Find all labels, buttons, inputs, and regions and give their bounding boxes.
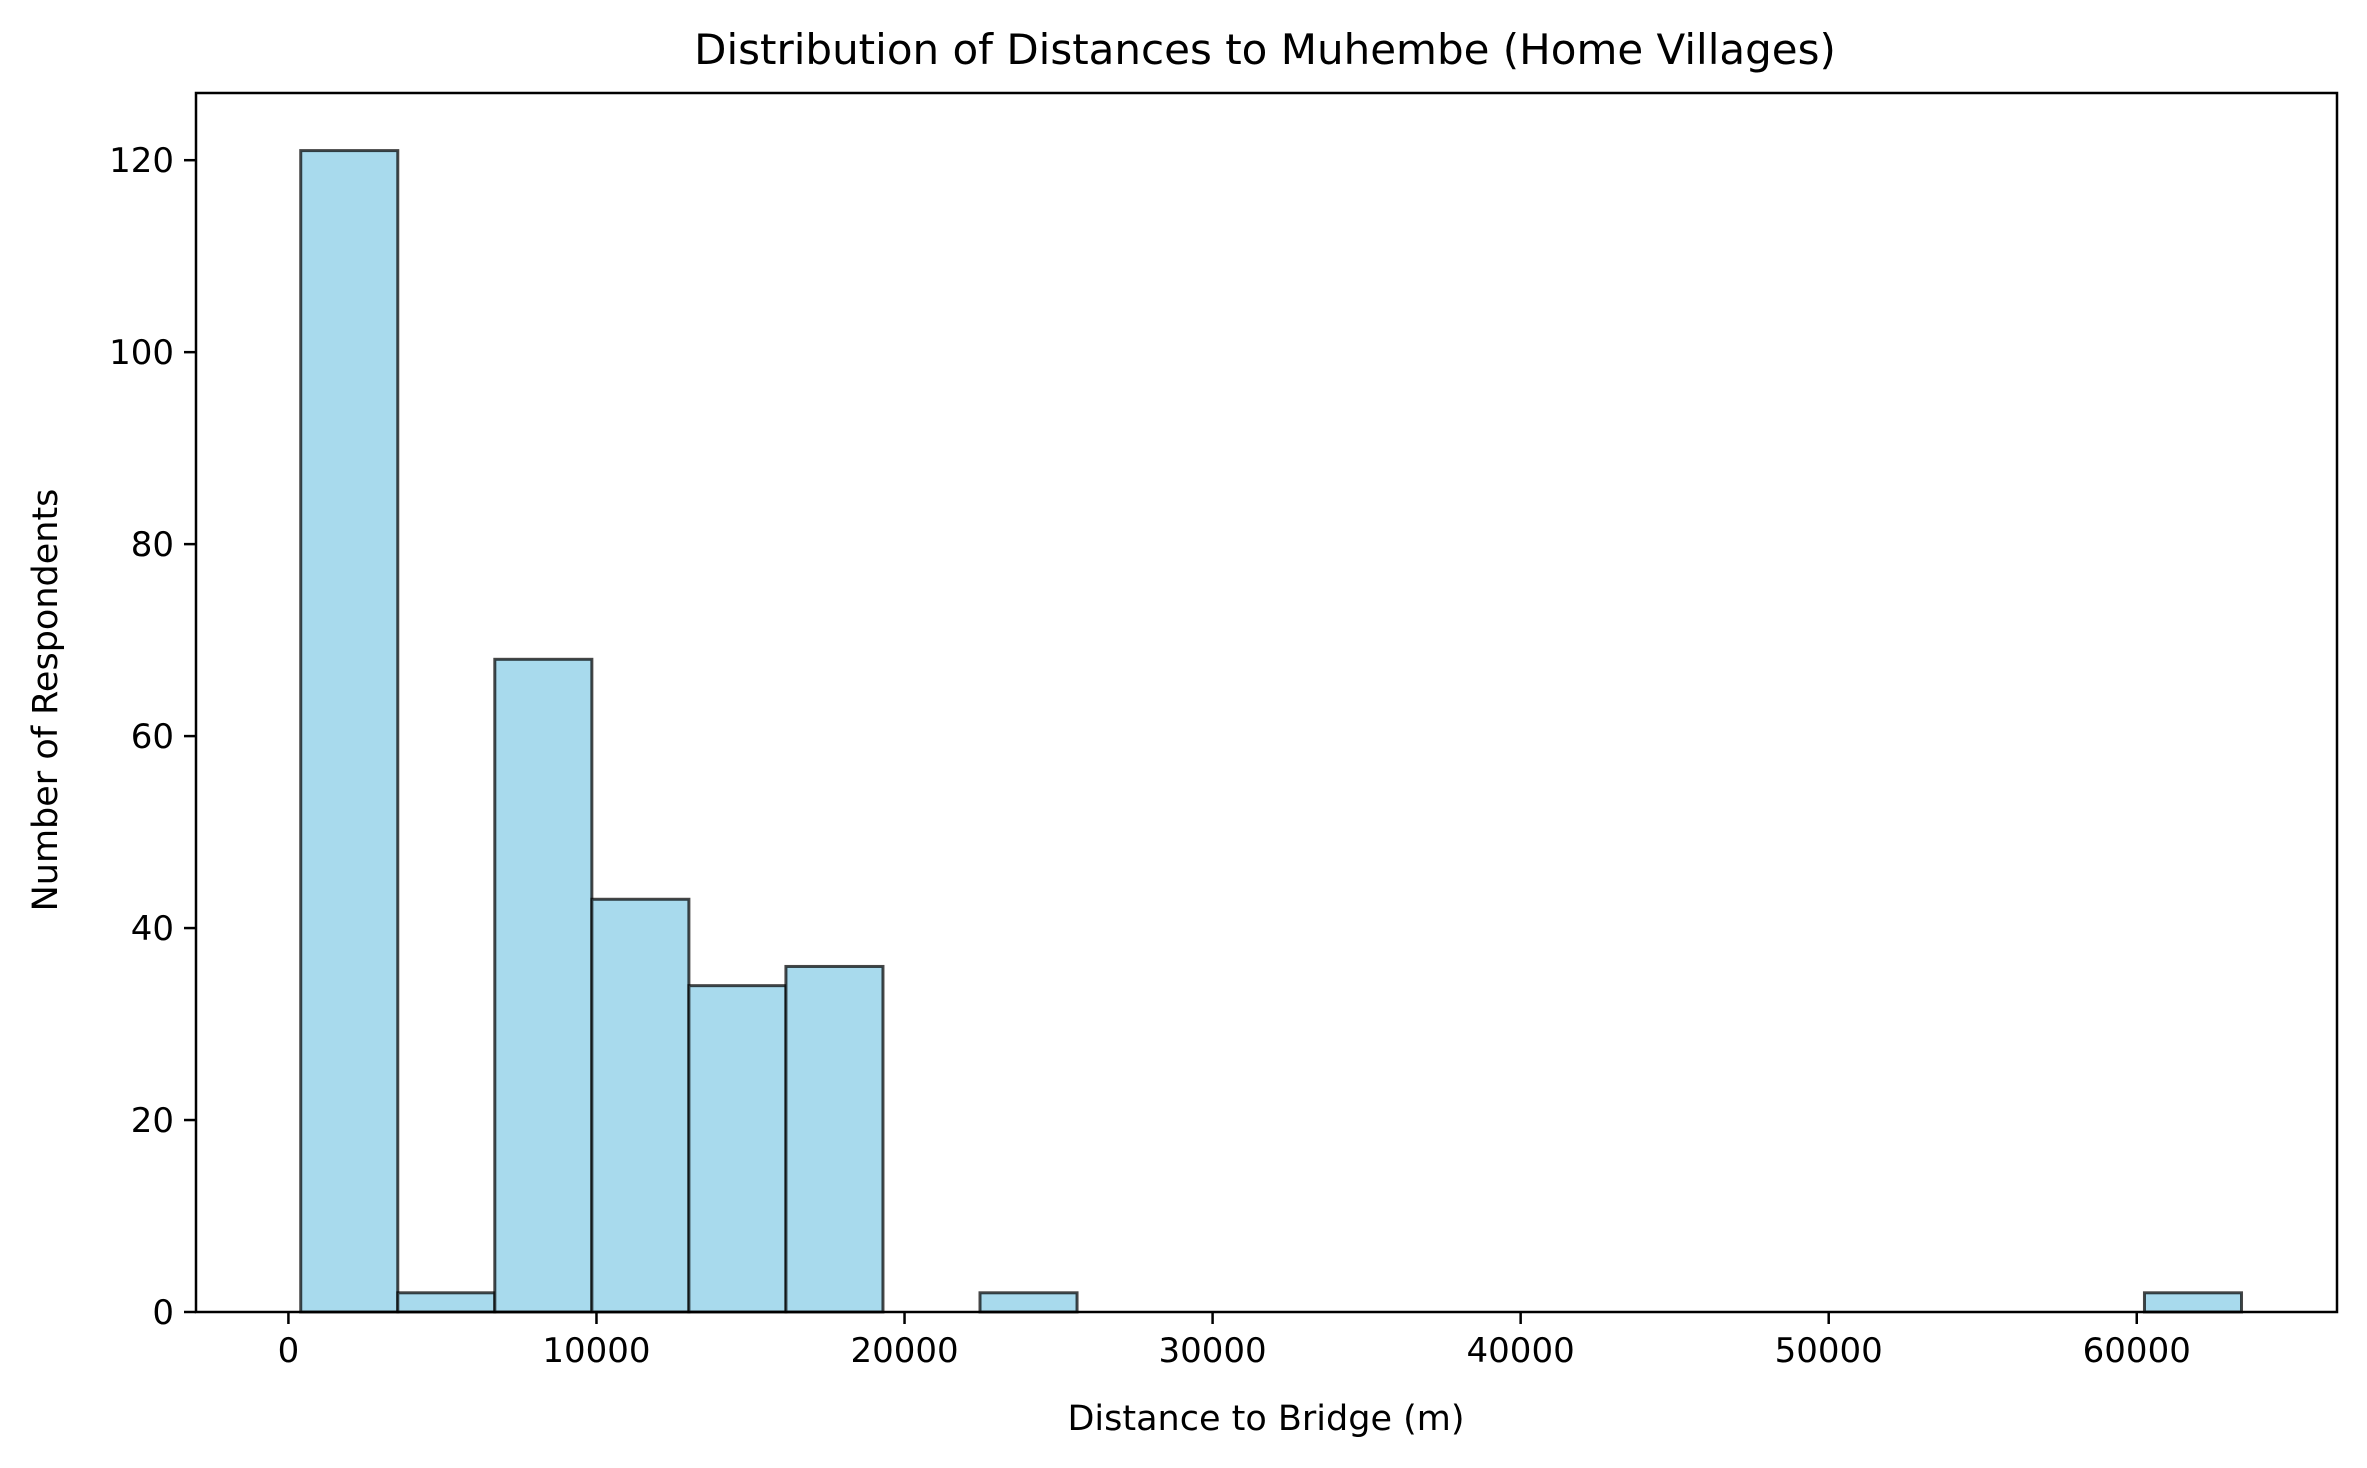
histogram-bar-3 — [590, 897, 691, 1314]
y-tick-label: 80 — [131, 525, 174, 565]
x-tick-label: 60000 — [2083, 1331, 2191, 1371]
histogram-bar-0 — [299, 149, 400, 1314]
y-tick-label: 60 — [131, 717, 174, 757]
y-tick-label: 20 — [131, 1101, 174, 1141]
x-axis-ticks: 0 10000 20000 30000 40000 50000 60000 — [278, 1312, 2191, 1371]
histogram-bars — [299, 149, 2244, 1314]
y-axis-ticks: 0 20 40 60 80 100 120 — [109, 141, 196, 1333]
histogram-bar-4 — [687, 984, 788, 1314]
x-tick-label: 50000 — [1775, 1331, 1883, 1371]
x-tick-label: 40000 — [1467, 1331, 1575, 1371]
chart-title: Distribution of Distances to Muhembe (Ho… — [694, 25, 1836, 74]
x-axis-label: Distance to Bridge (m) — [1067, 1399, 1464, 1439]
histogram-bar-19 — [2142, 1291, 2244, 1314]
histogram-bar-5 — [784, 964, 885, 1314]
y-axis-label: Number of Respondents — [26, 489, 66, 912]
histogram-bar-7 — [978, 1291, 1079, 1314]
y-tick-label: 40 — [131, 909, 174, 949]
plot-frame — [194, 91, 2339, 1314]
x-tick-label: 30000 — [1159, 1331, 1267, 1371]
x-tick-label: 0 — [278, 1331, 300, 1371]
x-tick-label: 20000 — [850, 1331, 958, 1371]
y-tick-label: 0 — [152, 1293, 174, 1333]
y-tick-label: 120 — [109, 141, 174, 181]
histogram-bar-2 — [493, 657, 594, 1314]
x-tick-label: 10000 — [542, 1331, 650, 1371]
histogram-bar-1 — [396, 1291, 497, 1314]
y-tick-label: 100 — [109, 333, 174, 373]
